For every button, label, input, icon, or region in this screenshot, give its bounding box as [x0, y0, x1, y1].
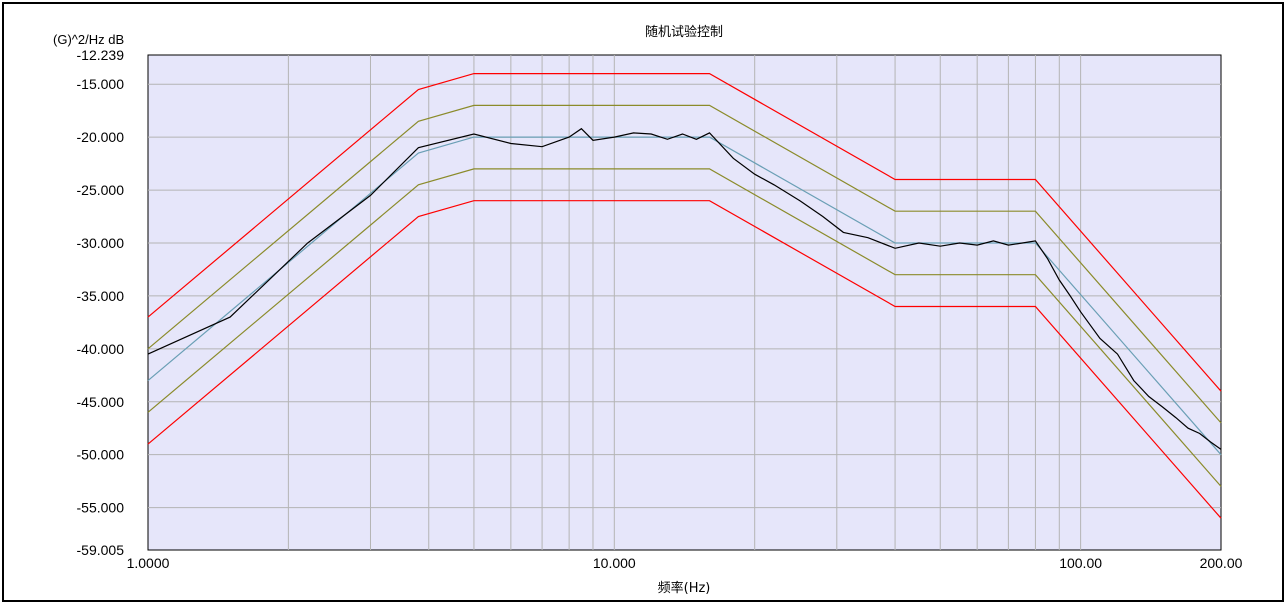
y-tick-label: -35.000	[77, 288, 125, 304]
series-line-4	[147, 200, 1222, 519]
x-tick-label: 100.00	[1059, 555, 1102, 571]
x-axis-label: 频率(Hz)	[658, 580, 711, 596]
series-line-0	[147, 72, 1222, 392]
y-tick-label: -59.005	[77, 542, 125, 558]
x-tick-label: 1.0000	[127, 555, 170, 571]
y-tick-label: -40.000	[77, 341, 125, 357]
y-tick-label: -30.000	[77, 235, 125, 251]
series-line-5	[147, 127, 1222, 450]
series-line-3	[147, 168, 1222, 487]
y-tick-label: -12.239	[77, 47, 125, 63]
y-tick-label: -20.000	[77, 129, 125, 145]
y-tick-label: -50.000	[77, 447, 125, 463]
y-tick-label: -25.000	[77, 182, 125, 198]
chart-title: 随机试验控制	[645, 24, 723, 40]
y-tick-label: -45.000	[77, 394, 125, 410]
x-tick-label: 200.00	[1200, 555, 1243, 571]
x-tick-label: 10.000	[593, 555, 636, 571]
y-tick-label: -15.000	[77, 76, 125, 92]
y-axis-label: (G)^2/Hz dB	[53, 32, 124, 47]
series-line-1	[147, 104, 1222, 424]
psd-chart: -12.239 -15.000 -20.000 -25.000 -30.000 -35.0…	[53, 24, 1243, 596]
series-line-2	[147, 136, 1222, 456]
y-tick-label: -55.000	[77, 500, 125, 516]
